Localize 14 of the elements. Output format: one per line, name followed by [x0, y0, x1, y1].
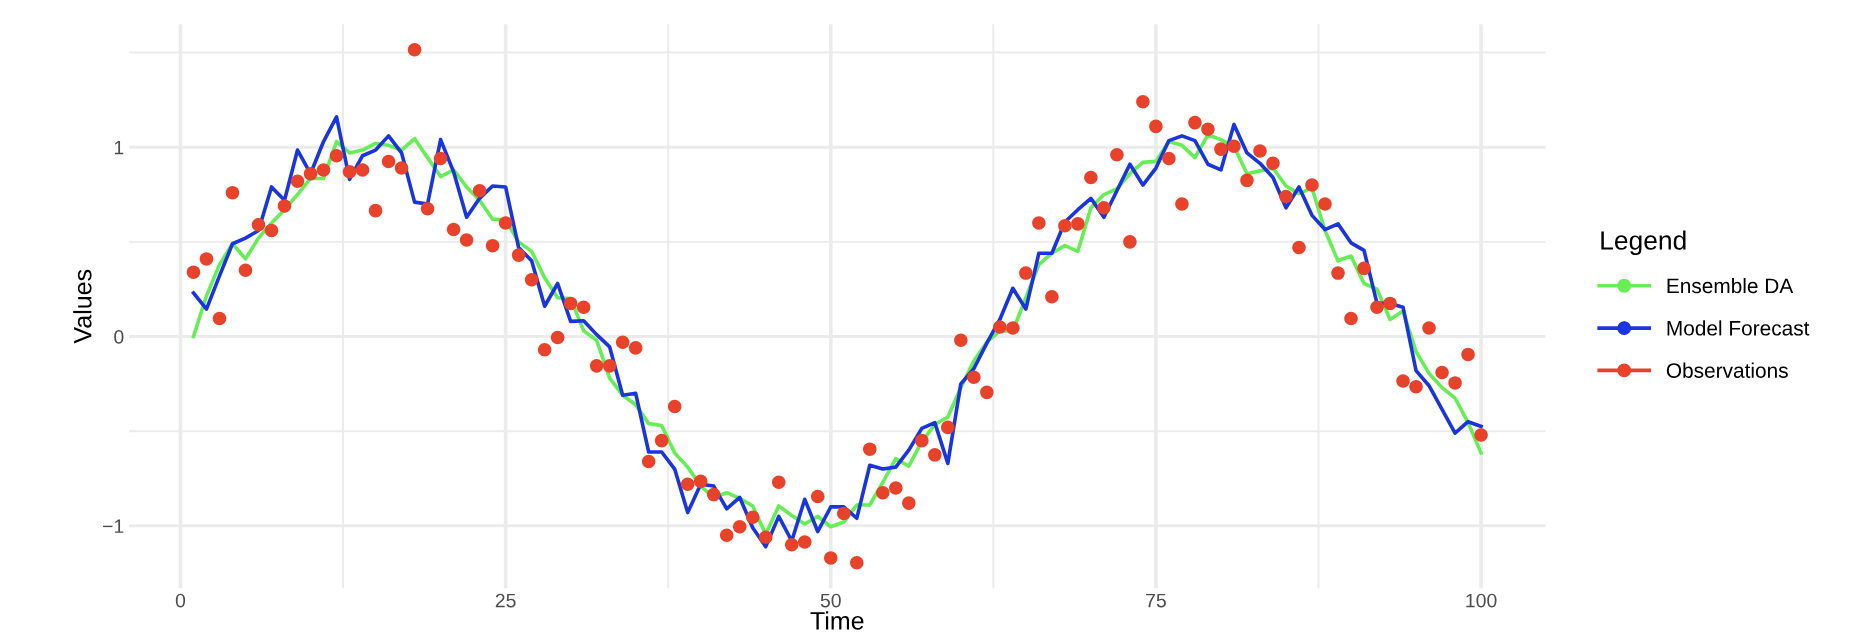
y-axis-title: Values — [73, 269, 92, 344]
x-axis-title: Time — [810, 611, 864, 630]
y-tick-label: 0 — [114, 329, 124, 344]
legend-label: Ensemble DA — [1667, 277, 1794, 294]
x-tick-label: 75 — [1146, 593, 1166, 608]
y-tick-label: −1 — [103, 519, 124, 533]
x-tick-label: 100 — [1466, 593, 1497, 608]
x-tick-label: 0 — [175, 593, 186, 608]
legend-title: Legend — [1601, 230, 1686, 256]
x-tick-label: 25 — [495, 593, 516, 608]
legend-label: Observations — [1666, 362, 1788, 378]
x-tick-label: 50 — [820, 593, 841, 608]
legend-label: Model Forecast — [1667, 320, 1810, 336]
y-tick-label: 1 — [114, 140, 124, 155]
